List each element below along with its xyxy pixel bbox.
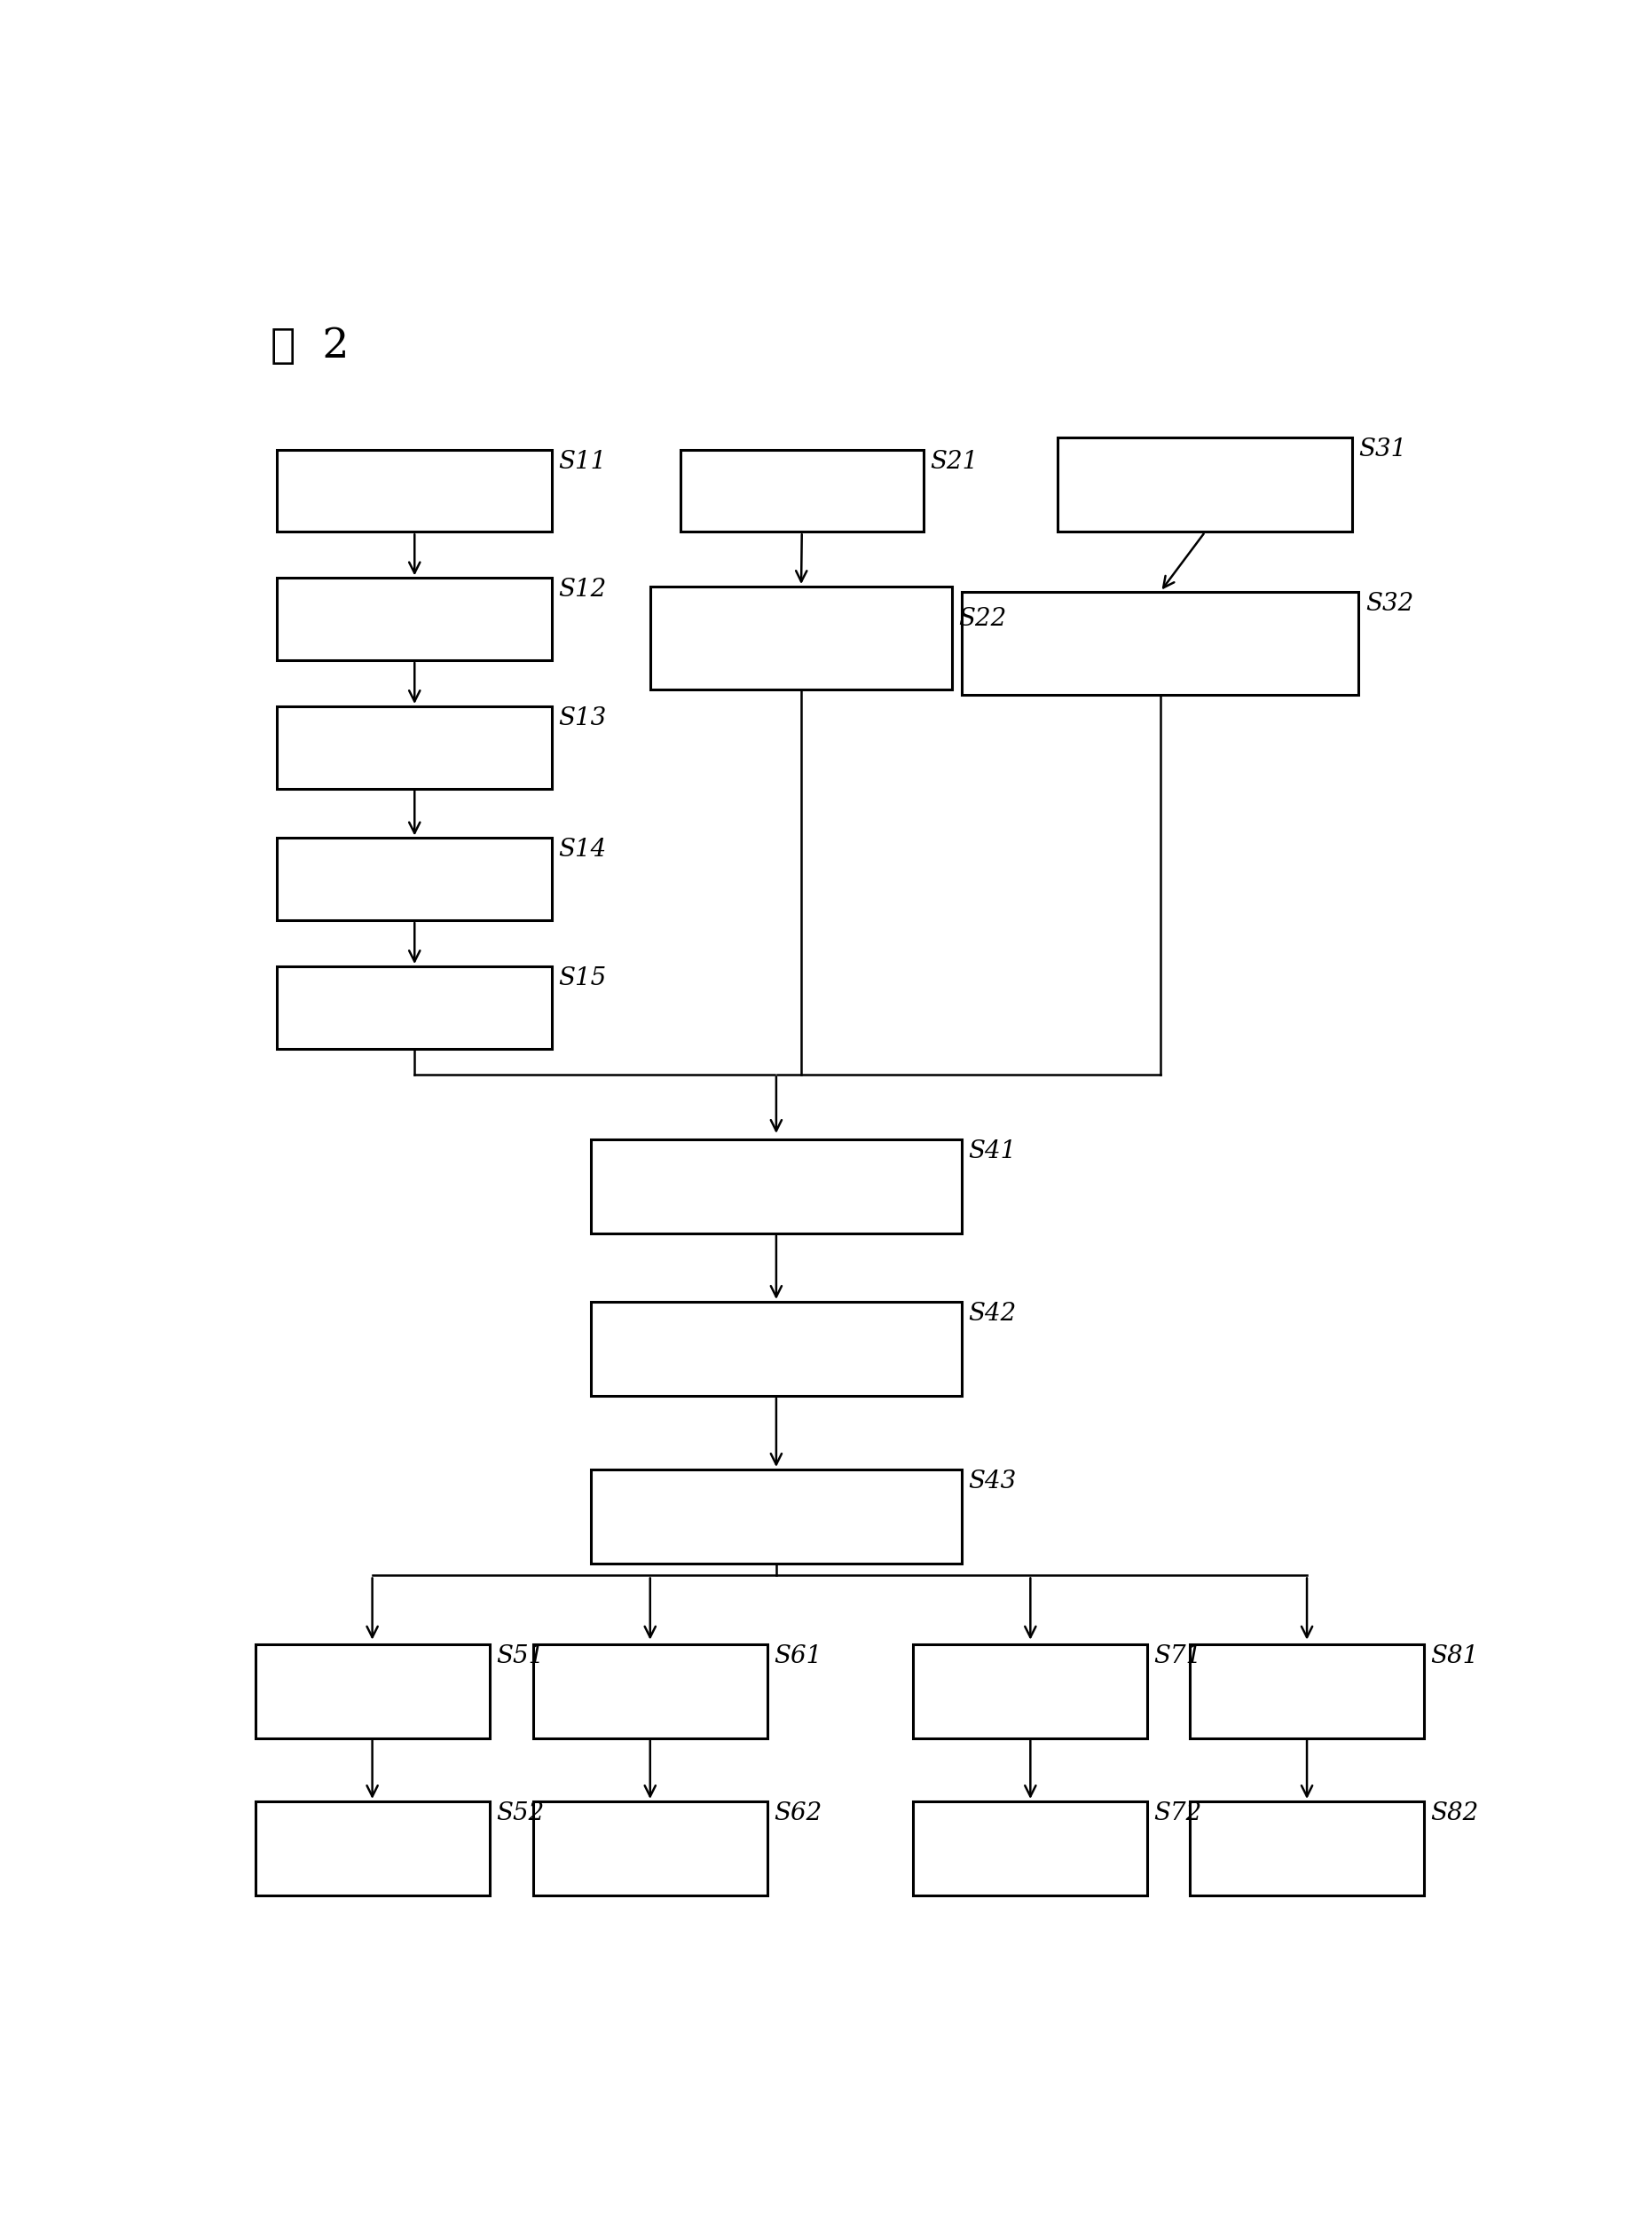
Bar [278, 707, 552, 789]
Text: S43: S43 [968, 1469, 1016, 1493]
Bar [681, 449, 923, 531]
Bar [914, 1644, 1148, 1738]
Bar [961, 591, 1358, 693]
Bar [254, 1802, 489, 1895]
Bar [1189, 1802, 1424, 1895]
Bar [278, 449, 552, 531]
Text: S61: S61 [773, 1644, 821, 1669]
Text: S52: S52 [496, 1802, 544, 1824]
Text: S12: S12 [558, 578, 606, 602]
Text: S31: S31 [1358, 438, 1408, 462]
Text: S72: S72 [1155, 1802, 1203, 1824]
Text: S15: S15 [558, 967, 606, 991]
Text: S11: S11 [558, 449, 606, 473]
Bar [534, 1644, 767, 1738]
Bar [914, 1802, 1148, 1895]
Bar [278, 838, 552, 920]
Bar [591, 1302, 961, 1395]
Text: S32: S32 [1365, 591, 1414, 615]
Bar [278, 967, 552, 1049]
Text: S22: S22 [958, 607, 1006, 631]
Bar [591, 1140, 961, 1233]
Text: S82: S82 [1431, 1802, 1479, 1824]
Text: S41: S41 [968, 1140, 1016, 1162]
Text: S51: S51 [496, 1644, 544, 1669]
Text: S14: S14 [558, 838, 606, 862]
Bar [1189, 1644, 1424, 1738]
Bar [254, 1644, 489, 1738]
Text: 図  2: 図 2 [271, 327, 349, 367]
Bar [1057, 438, 1353, 531]
Text: S13: S13 [558, 707, 606, 731]
Bar [278, 578, 552, 660]
Text: S81: S81 [1431, 1644, 1479, 1669]
Bar [591, 1469, 961, 1564]
Text: S62: S62 [773, 1802, 821, 1824]
Text: S42: S42 [968, 1302, 1016, 1327]
Bar [651, 587, 952, 689]
Bar [534, 1802, 767, 1895]
Text: S21: S21 [930, 449, 978, 473]
Text: S71: S71 [1155, 1644, 1203, 1669]
